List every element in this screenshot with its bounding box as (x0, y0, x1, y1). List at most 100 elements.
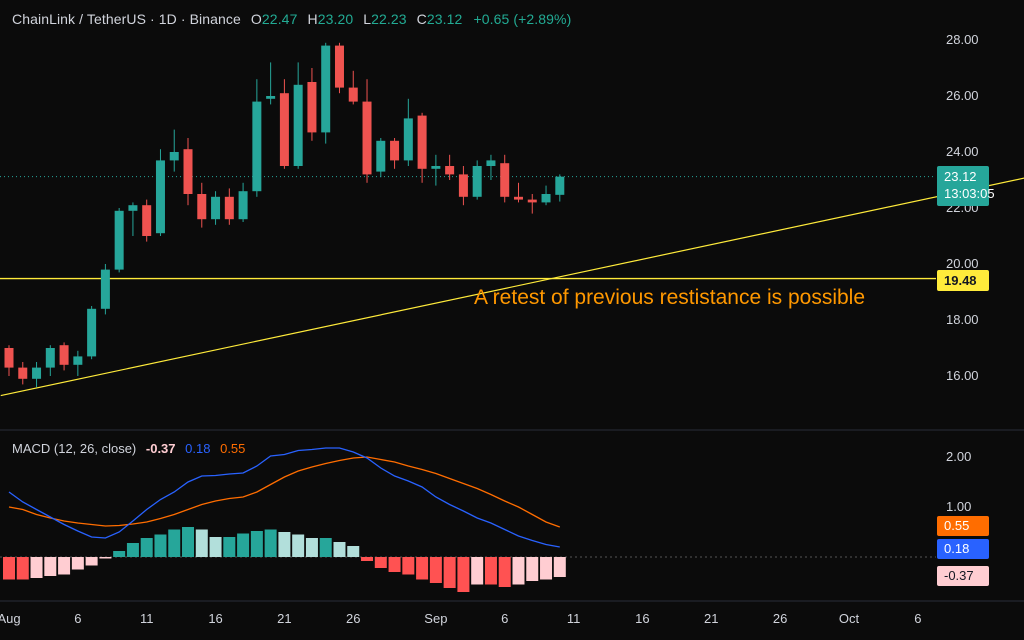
candle-body (403, 118, 413, 161)
time-tick-label: 11 (140, 611, 154, 626)
time-tick-label: Oct (839, 611, 860, 626)
candle-body (45, 348, 55, 368)
time-tick-label: 6 (914, 611, 921, 626)
macd-histogram-bar (195, 529, 208, 557)
macd-histogram-bar (182, 527, 195, 557)
macd-histogram-bar (361, 557, 374, 561)
candle-body (142, 205, 152, 236)
change-value: +0.65 (+2.89%) (473, 11, 572, 27)
candle-body (307, 82, 317, 133)
high-value: 23.20 (317, 11, 354, 27)
candle-body (4, 348, 14, 368)
candle-body (445, 166, 455, 175)
macd-histogram-bar (168, 529, 181, 557)
candle-body (114, 210, 124, 270)
open-value: 22.47 (261, 11, 298, 27)
candle-countdown: 13:03:05 (944, 186, 995, 201)
macd-value-badge: -0.37 (937, 566, 989, 586)
macd-histogram-bar (126, 543, 139, 557)
price-tick-label: 20.00 (946, 256, 979, 271)
macd-histogram-bar (58, 557, 71, 575)
candle-body (238, 191, 248, 220)
candle-body (486, 160, 496, 166)
macd-legend[interactable]: MACD (12, 26, close) -0.37 0.18 0.55 (12, 441, 245, 456)
macd-histogram-bar (553, 557, 566, 577)
candle-body (183, 149, 193, 194)
macd-histogram-bar (3, 557, 15, 580)
macd-histogram-bar (388, 557, 401, 572)
macd-histogram-bar (498, 557, 511, 587)
macd-title: MACD (12, 26, close) (12, 441, 137, 456)
time-tick-label: 6 (74, 611, 81, 626)
macd-histogram-bar (264, 529, 277, 557)
candle-body (541, 194, 551, 203)
macd-histogram-bar (85, 557, 98, 566)
price-tick-label: 16.00 (946, 368, 979, 383)
macd-histogram-bar (154, 534, 167, 557)
candle-body (390, 140, 400, 161)
macd-value: -0.37 (145, 441, 176, 456)
current-price-badge: 23.12 13:03:05 (937, 166, 995, 206)
candle-body (224, 196, 234, 220)
macd-histogram-bar (402, 557, 415, 575)
macd-histogram-bar (278, 532, 291, 557)
macd-histogram-bar (292, 534, 305, 557)
candle-body (18, 367, 28, 379)
candle-body (513, 196, 523, 200)
current-price: 23.12 (944, 169, 977, 184)
candle-body (197, 194, 207, 220)
macd-histogram-bar (429, 557, 442, 583)
price-tick-label: 26.00 (946, 88, 979, 103)
candle-body (32, 367, 42, 379)
symbol-title[interactable]: ChainLink / TetherUS · 1D · Binance (12, 11, 241, 27)
macd-tick-label: 1.00 (946, 499, 971, 514)
time-tick-label: 26 (346, 611, 360, 626)
time-tick-label: 16 (635, 611, 649, 626)
time-tick-label: Sep (424, 611, 447, 626)
candle-body (458, 174, 468, 197)
macd-histogram-bar (140, 538, 153, 557)
time-tick-label: 26 (773, 611, 787, 626)
macd-histogram-bar (443, 557, 456, 588)
level-price-badge: 19.48 (937, 270, 989, 291)
candle-body (100, 269, 110, 309)
macd-histogram-bar (319, 538, 332, 557)
candle-body (472, 166, 482, 197)
macd-histogram-bar (99, 557, 112, 559)
macd-histogram-bar (512, 557, 525, 585)
resistance-level (0, 176, 936, 280)
axes: 16.0018.0020.0022.0024.0026.0028.001.002… (0, 32, 979, 626)
time-tick-label: 6 (501, 611, 508, 626)
macd-line (8, 447, 560, 548)
close-label: C (416, 11, 427, 27)
candle-body (279, 93, 289, 166)
histogram-value: 0.55 (220, 441, 246, 456)
price-tick-label: 28.00 (946, 32, 979, 47)
annotation-text[interactable]: A retest of previous restistance is poss… (474, 286, 866, 309)
macd-histogram-bar (237, 533, 250, 557)
macd-histogram-bar (250, 531, 263, 557)
macd-histogram-bar (71, 557, 84, 570)
symbol-header: ChainLink / TetherUS · 1D · Binance O22.… (12, 11, 571, 27)
open-label: O (250, 11, 262, 27)
macd-histogram-bar (347, 546, 360, 557)
candle-body (555, 176, 565, 195)
macd-histogram-bar (16, 557, 29, 580)
candle-body (59, 345, 69, 365)
candle-body (266, 96, 276, 99)
candle-body (500, 163, 510, 197)
candle-body (169, 152, 179, 161)
time-tick-label: 21 (704, 611, 718, 626)
time-tick-label: Aug (0, 611, 21, 626)
candle-body (321, 45, 331, 133)
macd-histogram-bar (540, 557, 553, 580)
candle-body (417, 115, 427, 169)
macd-tick-label: 2.00 (946, 449, 971, 464)
macd-histogram-bar (209, 537, 222, 557)
candle-body (211, 196, 221, 220)
macd-pane (0, 447, 936, 592)
signal-line (8, 456, 561, 528)
candle-body (527, 199, 537, 203)
